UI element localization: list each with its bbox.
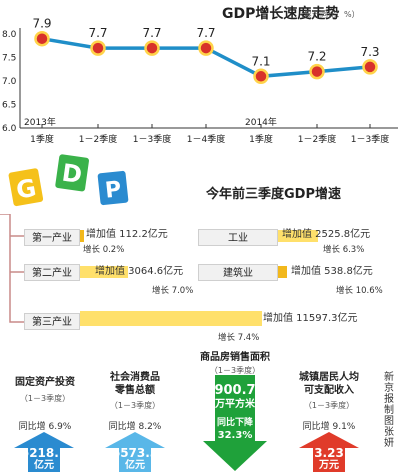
data-label: 7.7 (88, 26, 107, 40)
logo-letter-d: D (60, 159, 84, 190)
x-tick-label: 1季度 (30, 133, 54, 145)
value-tertiary-industry: 增加值 11597.3亿元 (263, 313, 358, 324)
stat-housing-unit: 万平方米 (215, 399, 255, 410)
growth-construction: 增长 10.6% (336, 286, 383, 296)
stat-retail-unit: 亿元 (125, 460, 145, 471)
stat-housing-growth: 同比下降 (216, 418, 253, 428)
stat-income-title-1: 城镇居民人均 (299, 372, 359, 383)
growth-primary-industry: 增长 0.2% (83, 245, 125, 255)
stat-fixed-investment-unit: 亿元 (34, 460, 54, 471)
y-tick-label: 8.0 (2, 30, 17, 40)
x-tick-label: 1－2季度 (79, 133, 117, 145)
data-label: 7.9 (32, 17, 51, 31)
bar-secondary-industry (80, 266, 128, 278)
growth-industry: 增长 6.3% (323, 245, 365, 255)
stat-income-growth: 同比增 9.1% (302, 422, 356, 432)
up-arrow-icon (299, 432, 359, 472)
data-label: 7.7 (142, 26, 161, 40)
year-label-2014: 2014年 (245, 116, 277, 128)
data-point (253, 68, 269, 85)
gdp-trend-chart: GDP增长速度走势 （累计同比：%） 8.0 7.5 7.0 6.5 6.0 7.9 7.… (2, 5, 398, 145)
bar-construction (278, 266, 287, 278)
data-point (144, 40, 160, 56)
growth-tertiary-industry: 增长 7.4% (218, 333, 260, 343)
y-tick-label: 6.5 (2, 101, 16, 111)
label-primary-industry: 第一产业 (24, 229, 80, 246)
industry-chart-title: 今年前三季度GDP增速 (206, 187, 341, 202)
stat-fixed-investment-value: 5218.1 (20, 446, 68, 460)
connector-lines (0, 214, 24, 323)
y-tick-label: 7.0 (2, 77, 17, 87)
x-tick-label: 1－3季度 (133, 133, 171, 145)
line-chart-title: GDP增长速度走势 (222, 5, 339, 22)
bar-primary-industry (80, 230, 84, 242)
data-point (34, 30, 50, 47)
data-label: 7.2 (307, 50, 326, 64)
down-arrow-icon (203, 375, 267, 471)
stat-retail-period: （1－3季度） (109, 401, 161, 410)
stat-fixed-investment-growth: 同比增 6.9% (18, 422, 72, 432)
value-primary-industry: 增加值 112.2亿元 (86, 229, 168, 240)
up-arrow-icon (14, 432, 74, 472)
stat-fixed-investment-title: 固定资产投资 (15, 377, 75, 388)
stat-housing-growth-value: 32.3% (217, 430, 253, 441)
stat-housing-title: 商品房销售面积 (200, 352, 270, 363)
up-arrow-icon (105, 432, 165, 472)
data-point (198, 40, 214, 56)
stat-income-period: （1－3季度） (303, 401, 355, 410)
stat-retail-title-2: 零售总额 (115, 385, 155, 396)
growth-secondary-industry: 增长 7.0% (152, 286, 194, 296)
stat-retail-title-1: 社会消费品 (110, 372, 160, 383)
label-construction: 建筑业 (198, 264, 278, 281)
label-secondary-industry: 第二产业 (24, 264, 80, 281)
year-label-2013: 2013年 (24, 116, 56, 128)
data-point (362, 59, 378, 75)
y-tick-label: 6.0 (2, 124, 17, 134)
logo-letter-p: P (104, 177, 123, 204)
credit: 新京报制图张妍 (384, 372, 394, 449)
label-tertiary-industry: 第三产业 (24, 313, 80, 330)
value-secondary-industry: 增加值 3064.6亿元 (95, 266, 184, 277)
value-industry: 增加值 2525.8亿元 (282, 229, 371, 240)
stat-income-value: 3.23 (314, 446, 344, 460)
line-chart-unit-note: （累计同比：%） (296, 9, 360, 19)
data-point (90, 40, 106, 56)
stat-income-unit: 万元 (319, 460, 339, 471)
y-tick-label: 7.5 (2, 54, 16, 64)
logo-letter-g: G (14, 174, 38, 205)
x-tick-label: 1－3季度 (351, 133, 389, 145)
label-industry: 工业 (198, 229, 278, 246)
data-label: 7.1 (251, 54, 270, 68)
bar-industry (278, 230, 318, 242)
stat-income-title-2: 可支配收入 (304, 385, 354, 396)
gdp-logo: G D P (8, 154, 129, 207)
x-tick-label: 1季度 (249, 133, 273, 145)
stat-retail-growth: 同比增 8.2% (108, 422, 162, 432)
x-tick-label: 1－4季度 (187, 133, 225, 145)
data-point (309, 63, 325, 80)
x-tick-label: 1－2季度 (298, 133, 336, 145)
data-label: 7.7 (196, 26, 215, 40)
value-construction: 增加值 538.8亿元 (291, 266, 373, 277)
stat-housing-value: 900.7 (214, 383, 256, 398)
stat-retail-value: 6573.5 (111, 446, 159, 460)
stat-housing-period: （1－3季度） (209, 366, 261, 375)
stat-fixed-investment-period: （1－3季度） (19, 394, 71, 403)
data-label: 7.3 (360, 45, 379, 59)
bar-tertiary-industry (80, 311, 262, 326)
